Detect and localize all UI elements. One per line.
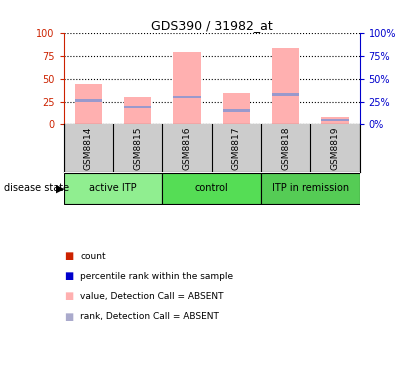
FancyBboxPatch shape xyxy=(162,173,261,204)
Text: active ITP: active ITP xyxy=(89,183,137,194)
Text: ITP in remission: ITP in remission xyxy=(272,183,349,194)
Text: GSM8814: GSM8814 xyxy=(84,127,93,170)
Text: disease state: disease state xyxy=(4,183,69,194)
Text: control: control xyxy=(195,183,229,194)
Text: ■: ■ xyxy=(64,311,73,322)
Text: ▶: ▶ xyxy=(55,183,64,194)
FancyBboxPatch shape xyxy=(261,173,360,204)
Bar xyxy=(223,93,250,124)
Text: GSM8817: GSM8817 xyxy=(232,127,241,170)
Bar xyxy=(173,96,201,98)
Bar xyxy=(173,52,201,124)
Text: count: count xyxy=(80,252,106,261)
Title: GDS390 / 31982_at: GDS390 / 31982_at xyxy=(151,19,272,32)
Bar xyxy=(124,106,151,108)
Bar xyxy=(223,109,250,112)
Text: ■: ■ xyxy=(64,251,73,261)
Bar xyxy=(75,84,102,124)
Text: ■: ■ xyxy=(64,271,73,281)
Text: GSM8818: GSM8818 xyxy=(281,127,290,170)
FancyBboxPatch shape xyxy=(64,173,162,204)
Text: GSM8816: GSM8816 xyxy=(182,127,192,170)
Text: GSM8819: GSM8819 xyxy=(330,127,339,170)
Bar xyxy=(75,99,102,102)
Bar xyxy=(124,97,151,124)
Bar xyxy=(272,48,299,124)
Bar xyxy=(321,119,349,121)
Text: ■: ■ xyxy=(64,291,73,302)
Bar xyxy=(272,93,299,96)
Bar xyxy=(321,117,349,124)
Text: GSM8815: GSM8815 xyxy=(133,127,142,170)
Text: value, Detection Call = ABSENT: value, Detection Call = ABSENT xyxy=(80,292,224,301)
Text: percentile rank within the sample: percentile rank within the sample xyxy=(80,272,233,281)
Text: rank, Detection Call = ABSENT: rank, Detection Call = ABSENT xyxy=(80,312,219,321)
